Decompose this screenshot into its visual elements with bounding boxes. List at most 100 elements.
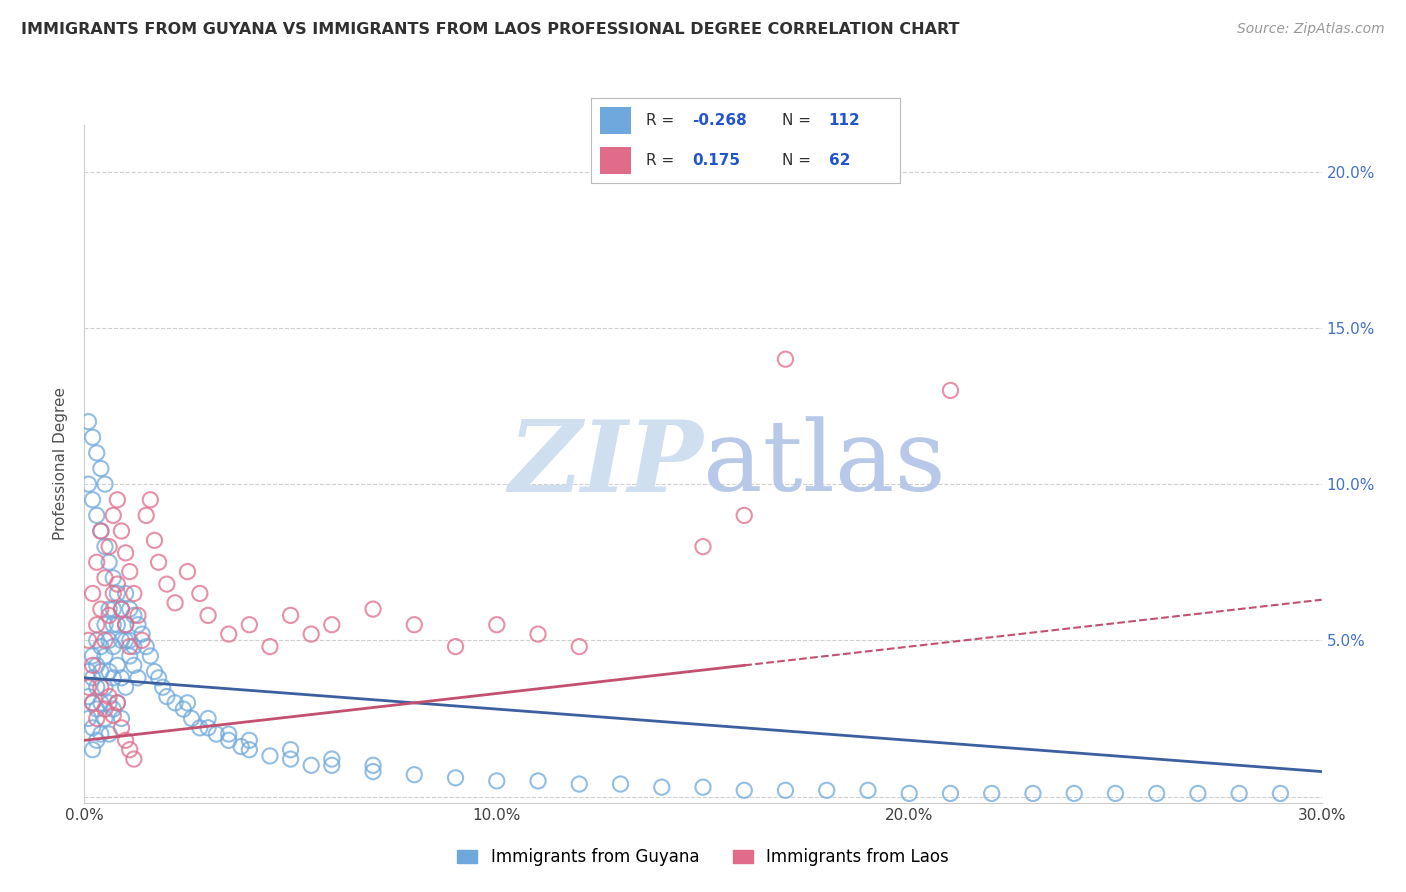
Point	[205, 727, 228, 741]
Point	[139, 648, 162, 663]
Point	[180, 711, 202, 725]
Point	[118, 602, 141, 616]
Point	[86, 617, 108, 632]
Text: R =: R =	[647, 153, 679, 169]
Point	[98, 696, 121, 710]
Y-axis label: Professional Degree: Professional Degree	[53, 387, 69, 541]
Point	[82, 648, 104, 663]
Point	[1063, 786, 1085, 800]
Point	[259, 640, 281, 654]
Point	[280, 608, 302, 623]
Point	[90, 461, 112, 475]
Point	[114, 617, 136, 632]
Point	[188, 721, 211, 735]
Point	[110, 524, 132, 538]
Point	[568, 777, 591, 791]
Point	[103, 508, 125, 523]
Point	[86, 508, 108, 523]
Point	[90, 640, 112, 654]
Point	[86, 680, 108, 694]
Point	[77, 680, 100, 694]
Point	[980, 786, 1002, 800]
Point	[105, 492, 128, 507]
Point	[94, 711, 117, 725]
Point	[77, 415, 100, 429]
Point	[815, 783, 838, 797]
Point	[98, 633, 121, 648]
Point	[122, 608, 145, 623]
Text: atlas: atlas	[703, 416, 946, 512]
Point	[152, 680, 174, 694]
Point	[110, 633, 132, 648]
Point	[94, 571, 117, 585]
Point	[86, 658, 108, 673]
Point	[94, 680, 117, 694]
Point	[527, 627, 550, 641]
Point	[135, 508, 157, 523]
Point	[218, 627, 240, 641]
Point	[90, 524, 112, 538]
Point	[77, 711, 100, 725]
Point	[114, 586, 136, 600]
Point	[148, 671, 170, 685]
Point	[197, 608, 219, 623]
Point	[361, 764, 384, 779]
Point	[218, 727, 240, 741]
Point	[98, 608, 121, 623]
Point	[361, 602, 384, 616]
Point	[176, 565, 198, 579]
Text: 0.175: 0.175	[693, 153, 741, 169]
Point	[238, 742, 260, 756]
Point	[135, 640, 157, 654]
Point	[1104, 786, 1126, 800]
Text: -0.268: -0.268	[693, 113, 748, 128]
Point	[299, 627, 322, 641]
Point	[444, 640, 467, 654]
Point	[82, 742, 104, 756]
Point	[86, 555, 108, 569]
Point	[118, 742, 141, 756]
Bar	[600, 107, 631, 134]
Point	[90, 727, 112, 741]
Point	[321, 758, 343, 772]
Point	[122, 586, 145, 600]
Point	[90, 524, 112, 538]
Point	[361, 758, 384, 772]
Point	[110, 671, 132, 685]
Point	[609, 777, 631, 791]
Point	[103, 671, 125, 685]
Point	[321, 617, 343, 632]
Point	[77, 665, 100, 679]
Point	[118, 633, 141, 648]
Point	[1270, 786, 1292, 800]
Point	[1227, 786, 1250, 800]
Point	[148, 555, 170, 569]
Point	[527, 773, 550, 788]
Point	[82, 492, 104, 507]
Point	[1022, 786, 1045, 800]
Point	[114, 633, 136, 648]
Text: 62: 62	[828, 153, 851, 169]
Point	[127, 608, 149, 623]
Point	[103, 586, 125, 600]
Point	[105, 617, 128, 632]
Point	[98, 602, 121, 616]
Point	[103, 640, 125, 654]
Point	[82, 658, 104, 673]
Point	[90, 665, 112, 679]
Point	[86, 711, 108, 725]
Point	[118, 565, 141, 579]
Point	[939, 384, 962, 398]
Point	[86, 633, 108, 648]
Point	[105, 658, 128, 673]
Point	[127, 617, 149, 632]
Point	[82, 586, 104, 600]
Legend: Immigrants from Guyana, Immigrants from Laos: Immigrants from Guyana, Immigrants from …	[449, 840, 957, 875]
Point	[172, 702, 194, 716]
Point	[94, 633, 117, 648]
Point	[98, 555, 121, 569]
Point	[82, 430, 104, 444]
Text: ZIP: ZIP	[508, 416, 703, 512]
Point	[114, 680, 136, 694]
Point	[775, 783, 797, 797]
